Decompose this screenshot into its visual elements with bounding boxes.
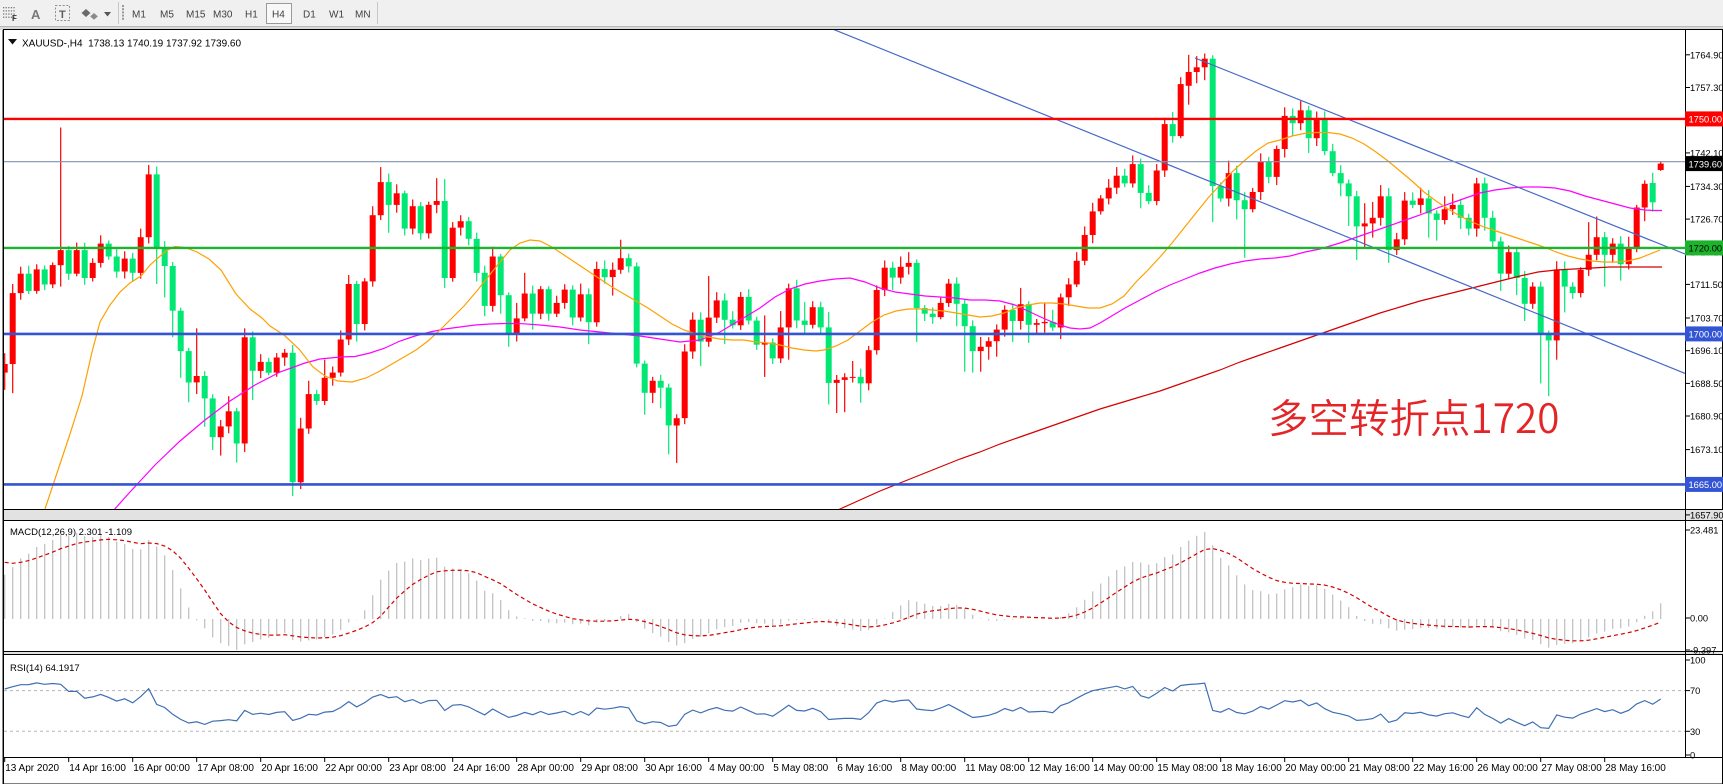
svg-text:1726.70: 1726.70 [1690,215,1723,225]
svg-text:14 May 00:00: 14 May 00:00 [1093,763,1154,774]
svg-text:1696.10: 1696.10 [1690,346,1723,356]
svg-text:M5: M5 [160,10,174,21]
svg-text:20 Apr 16:00: 20 Apr 16:00 [261,763,318,774]
svg-text:0.00: 0.00 [1690,614,1708,624]
svg-text:15 May 08:00: 15 May 08:00 [1157,763,1218,774]
svg-text:RSI(14) 64.1917: RSI(14) 64.1917 [10,663,80,674]
svg-text:M1: M1 [132,10,146,21]
svg-text:A: A [31,7,41,22]
svg-text:1757.30: 1757.30 [1690,83,1723,93]
svg-text:M15: M15 [186,10,206,21]
svg-text:12 May 16:00: 12 May 16:00 [1029,763,1090,774]
svg-text:1665.00: 1665.00 [1689,480,1723,490]
svg-text:21 May 08:00: 21 May 08:00 [1349,763,1410,774]
svg-text:1657.90: 1657.90 [1690,510,1723,520]
svg-text:0: 0 [1690,751,1695,761]
svg-text:22 Apr 00:00: 22 Apr 00:00 [325,763,382,774]
svg-text:100: 100 [1690,656,1706,666]
svg-text:24 Apr 16:00: 24 Apr 16:00 [453,763,510,774]
svg-text:16 Apr 00:00: 16 Apr 00:00 [133,763,190,774]
svg-text:MN: MN [355,10,371,21]
svg-text:1688.50: 1688.50 [1690,379,1723,389]
svg-text:H4: H4 [272,10,285,21]
svg-text:13 Apr 2020: 13 Apr 2020 [5,763,59,774]
svg-text:22 May 16:00: 22 May 16:00 [1413,763,1474,774]
svg-text:MACD(12,26,9) 2.301 -1.109: MACD(12,26,9) 2.301 -1.109 [10,527,132,538]
svg-text:W1: W1 [329,10,344,21]
svg-text:1703.70: 1703.70 [1690,314,1723,324]
svg-text:28 May 16:00: 28 May 16:00 [1605,763,1666,774]
svg-text:1700.00: 1700.00 [1689,330,1723,340]
svg-text:1673.10: 1673.10 [1690,445,1723,455]
svg-text:11 May 08:00: 11 May 08:00 [965,763,1025,774]
svg-text:29 Apr 08:00: 29 Apr 08:00 [581,763,638,774]
svg-text:23 Apr 08:00: 23 Apr 08:00 [389,763,446,774]
svg-text:8 May 00:00: 8 May 00:00 [901,763,956,774]
svg-text:70: 70 [1690,686,1700,696]
svg-text:26 May 00:00: 26 May 00:00 [1477,763,1538,774]
svg-text:XAUUSD-,H4 1738.13 1740.19 17: XAUUSD-,H4 1738.13 1740.19 1737.92 1739.… [22,39,241,50]
svg-text:1680.90: 1680.90 [1690,412,1723,422]
svg-text:1734.30: 1734.30 [1690,182,1723,192]
svg-text:30: 30 [1690,727,1700,737]
svg-text:-9.397: -9.397 [1690,646,1716,656]
svg-text:4 May 00:00: 4 May 00:00 [709,763,764,774]
svg-text:T: T [59,9,66,21]
svg-text:1711.50: 1711.50 [1690,280,1723,290]
svg-text:1720.00: 1720.00 [1689,244,1723,254]
svg-text:20 May 00:00: 20 May 00:00 [1285,763,1346,774]
svg-text:H1: H1 [245,10,258,21]
svg-text:1739.60: 1739.60 [1689,159,1723,169]
svg-text:6 May 16:00: 6 May 16:00 [837,763,892,774]
svg-text:30 Apr 16:00: 30 Apr 16:00 [645,763,702,774]
svg-text:D1: D1 [303,10,316,21]
svg-text:F: F [12,14,17,23]
svg-text:28 Apr 00:00: 28 Apr 00:00 [517,763,574,774]
svg-text:5 May 08:00: 5 May 08:00 [773,763,828,774]
svg-text:23.481: 23.481 [1690,526,1718,536]
svg-text:17 Apr 08:00: 17 Apr 08:00 [197,763,254,774]
svg-text:1750.00: 1750.00 [1689,115,1723,125]
svg-text:1742.10: 1742.10 [1690,148,1723,158]
svg-text:27 May 08:00: 27 May 08:00 [1541,763,1602,774]
svg-text:14 Apr 16:00: 14 Apr 16:00 [69,763,126,774]
svg-text:M30: M30 [213,10,233,21]
svg-text:1764.90: 1764.90 [1690,50,1723,60]
svg-text:18 May 16:00: 18 May 16:00 [1221,763,1282,774]
